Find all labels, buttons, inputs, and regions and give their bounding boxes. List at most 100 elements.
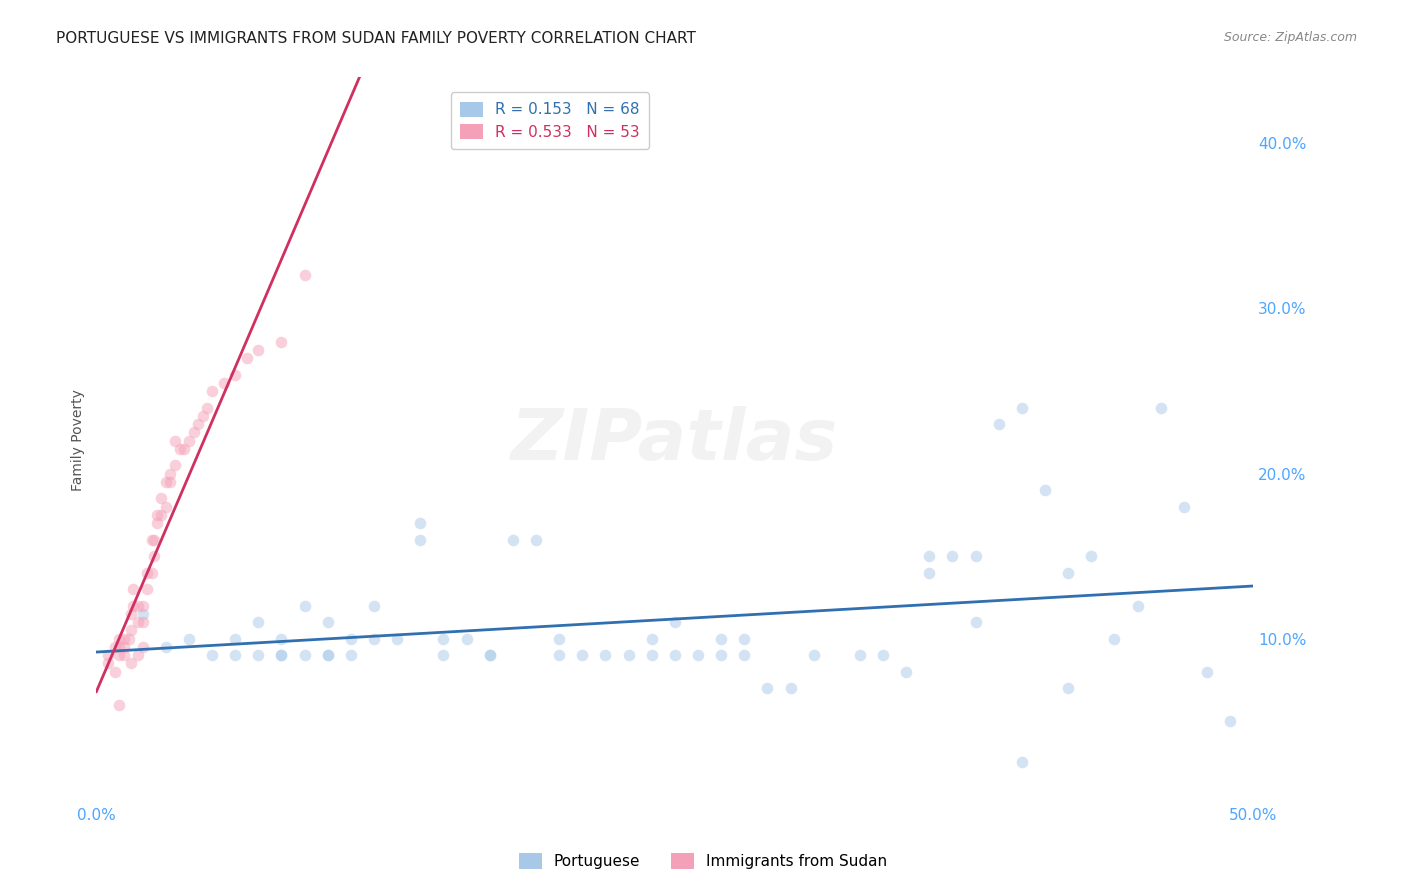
Point <box>896 665 918 679</box>
Point <box>1080 549 1102 563</box>
Point <box>224 368 246 382</box>
Point <box>1057 681 1080 695</box>
Point <box>201 648 224 662</box>
Point <box>155 500 177 514</box>
Point <box>187 417 209 431</box>
Point <box>710 648 733 662</box>
Point <box>247 648 270 662</box>
Point <box>159 467 181 481</box>
Point <box>779 681 801 695</box>
Point <box>1150 401 1173 415</box>
Point <box>155 640 177 654</box>
Point <box>617 648 640 662</box>
Legend: R = 0.153   N = 68, R = 0.533   N = 53: R = 0.153 N = 68, R = 0.533 N = 53 <box>451 93 650 149</box>
Point <box>163 458 186 473</box>
Point <box>97 648 120 662</box>
Point <box>131 640 153 654</box>
Point <box>478 648 501 662</box>
Point <box>294 599 316 613</box>
Point <box>108 632 131 646</box>
Point <box>1126 599 1149 613</box>
Point <box>150 508 173 522</box>
Point <box>965 549 987 563</box>
Point <box>183 425 205 440</box>
Point <box>224 648 246 662</box>
Point <box>104 665 127 679</box>
Point <box>145 508 167 522</box>
Point <box>294 648 316 662</box>
Point <box>108 640 131 654</box>
Point <box>502 533 524 547</box>
Point <box>849 648 872 662</box>
Point <box>141 566 163 580</box>
Legend: Portuguese, Immigrants from Sudan: Portuguese, Immigrants from Sudan <box>513 847 893 875</box>
Point <box>120 607 142 621</box>
Point <box>756 681 779 695</box>
Point <box>478 648 501 662</box>
Point <box>1219 714 1241 728</box>
Point <box>177 632 200 646</box>
Point <box>224 632 246 646</box>
Point <box>456 632 478 646</box>
Point <box>1173 500 1195 514</box>
Y-axis label: Family Poverty: Family Poverty <box>72 390 86 491</box>
Point <box>145 516 167 530</box>
Point <box>112 632 135 646</box>
Point <box>548 632 571 646</box>
Point <box>143 549 166 563</box>
Point <box>143 533 166 547</box>
Text: Source: ZipAtlas.com: Source: ZipAtlas.com <box>1223 31 1357 45</box>
Point <box>524 533 547 547</box>
Point <box>108 698 131 712</box>
Point <box>664 648 686 662</box>
Point <box>1033 483 1056 497</box>
Point <box>664 615 686 629</box>
Point <box>120 657 142 671</box>
Point <box>409 533 432 547</box>
Point <box>340 648 363 662</box>
Point <box>118 632 141 646</box>
Point <box>316 648 339 662</box>
Point <box>127 648 149 662</box>
Text: ZIPatlas: ZIPatlas <box>512 406 838 475</box>
Point <box>941 549 963 563</box>
Point <box>173 442 195 456</box>
Point <box>872 648 894 662</box>
Point <box>155 475 177 489</box>
Point <box>270 648 292 662</box>
Point <box>733 648 755 662</box>
Point <box>803 648 825 662</box>
Point <box>177 434 200 448</box>
Point <box>1011 756 1033 770</box>
Point <box>136 582 159 596</box>
Point <box>640 648 662 662</box>
Point <box>163 434 186 448</box>
Point <box>212 376 235 390</box>
Point <box>1011 401 1033 415</box>
Point <box>112 648 135 662</box>
Point <box>294 268 316 283</box>
Point <box>131 599 153 613</box>
Point <box>247 615 270 629</box>
Point <box>122 582 145 596</box>
Point <box>595 648 617 662</box>
Point <box>197 401 219 415</box>
Point <box>987 417 1010 431</box>
Point <box>108 648 131 662</box>
Point <box>131 615 153 629</box>
Point <box>141 533 163 547</box>
Point <box>150 491 173 506</box>
Point <box>640 632 662 646</box>
Point <box>97 657 120 671</box>
Point <box>270 334 292 349</box>
Point <box>127 599 149 613</box>
Point <box>918 566 941 580</box>
Point <box>235 351 257 365</box>
Point <box>409 516 432 530</box>
Point <box>363 599 385 613</box>
Point <box>169 442 191 456</box>
Point <box>1057 566 1080 580</box>
Point <box>270 648 292 662</box>
Point <box>191 409 214 423</box>
Point <box>340 632 363 646</box>
